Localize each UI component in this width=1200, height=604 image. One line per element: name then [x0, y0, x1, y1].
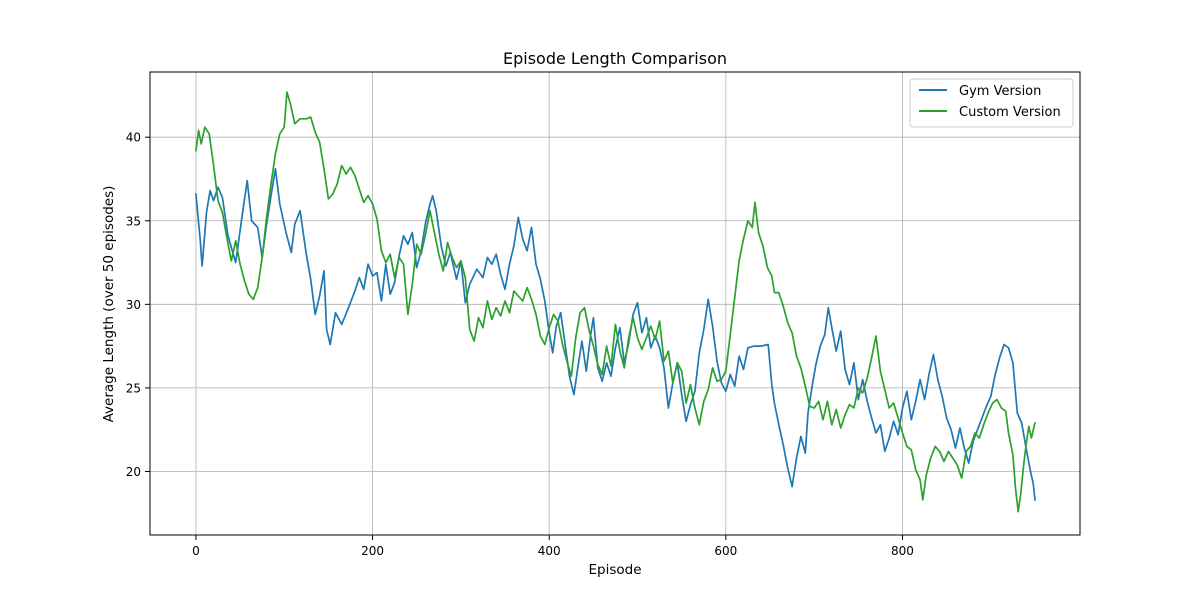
x-tick-label: 400: [538, 544, 561, 558]
legend-label-gym-version: Gym Version: [959, 84, 1041, 99]
x-axis-label: Episode: [588, 562, 641, 578]
chart-title: Episode Length Comparison: [503, 49, 727, 68]
y-tick-label: 35: [126, 214, 141, 228]
series-line-gym-version: [194, 168, 1036, 501]
x-tick-label: 600: [714, 544, 737, 558]
y-tick-label: 20: [126, 465, 141, 479]
legend: Gym Version Custom Version: [909, 78, 1074, 128]
x-tick-label: 800: [891, 544, 914, 558]
series-line-custom-version: [194, 91, 1037, 513]
y-axis-label: Average Length (over 50 episodes): [101, 186, 117, 423]
legend-label-custom-version: Custom Version: [959, 105, 1061, 120]
series-lines: [194, 91, 1037, 513]
x-tick-label: 0: [192, 544, 200, 558]
grid-lines: [150, 72, 1080, 535]
plot-frame: [149, 71, 1081, 536]
legend-box: [909, 78, 1074, 128]
y-tick-label: 25: [126, 381, 141, 395]
axis-ticks: 0 200 400 600 800 20 25 30 35 40: [126, 131, 914, 558]
y-tick-label: 40: [126, 131, 141, 145]
y-tick-label: 30: [126, 298, 141, 312]
x-tick-label: 200: [361, 544, 384, 558]
